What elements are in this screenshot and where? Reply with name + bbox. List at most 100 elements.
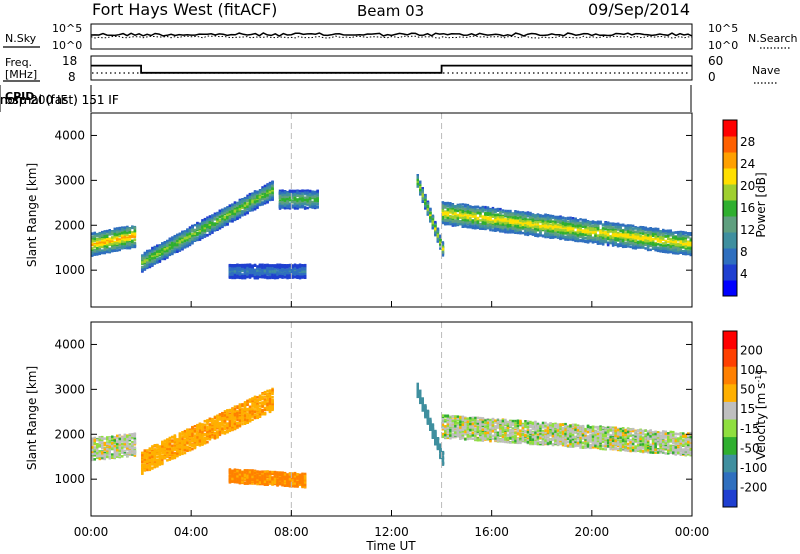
heatmap-cell xyxy=(198,222,202,225)
heatmap-cell xyxy=(161,242,164,245)
heatmap-cell xyxy=(233,214,237,217)
heatmap-cell xyxy=(251,266,254,269)
heatmap-cell xyxy=(251,205,254,208)
noise-right-tick-top: 10^5 xyxy=(708,22,738,35)
heatmap-cell xyxy=(303,267,307,270)
heatmap-cell xyxy=(93,231,96,235)
heatmap-cell xyxy=(248,267,252,271)
heatmap-cell xyxy=(581,235,585,238)
heatmap-cell xyxy=(151,253,154,256)
heatmap-cell xyxy=(288,195,292,198)
heatmap-cell xyxy=(236,202,239,206)
heatmap-cell xyxy=(231,218,234,221)
heatmap-cell xyxy=(208,219,212,222)
heatmap-cell xyxy=(511,219,515,222)
heatmap-cell xyxy=(301,202,304,206)
heatmap-cell xyxy=(201,231,204,235)
heatmap-cell xyxy=(526,228,530,231)
heatmap-cell xyxy=(256,191,259,194)
heatmap-cell xyxy=(549,228,552,231)
heatmap-cell xyxy=(544,218,547,221)
heatmap-cell xyxy=(226,220,229,223)
heatmap-cell xyxy=(151,260,154,263)
heatmap-cell xyxy=(248,271,252,274)
heatmap-cell xyxy=(171,250,174,253)
heatmap-cell xyxy=(223,212,227,216)
heatmap-cell xyxy=(574,232,577,235)
heatmap-cell xyxy=(113,235,116,238)
heatmap-cell xyxy=(514,212,517,215)
heatmap-cell xyxy=(231,212,234,215)
heatmap-cell xyxy=(579,224,582,227)
heatmap-cell xyxy=(464,218,467,222)
heatmap-cell xyxy=(266,193,269,197)
heatmap-cell xyxy=(451,209,455,213)
heatmap-cell xyxy=(116,249,119,252)
heatmap-cell xyxy=(228,216,232,219)
heatmap-cell xyxy=(514,215,517,219)
heatmap-cell xyxy=(301,276,304,279)
heatmap-cell xyxy=(571,232,575,235)
heatmap-cell xyxy=(236,264,239,267)
heatmap-cell xyxy=(128,235,132,238)
heatmap-cell xyxy=(251,264,254,268)
heatmap-cell xyxy=(456,222,460,226)
heatmap-cell xyxy=(298,190,302,193)
heatmap-cell xyxy=(123,242,127,246)
heatmap-cell xyxy=(238,201,242,204)
heatmap-cell xyxy=(93,253,96,256)
heatmap-cell xyxy=(589,239,592,243)
heatmap-cell xyxy=(449,218,452,221)
heatmap-cell xyxy=(436,230,440,233)
heatmap-cell xyxy=(273,265,277,268)
heatmap-cell xyxy=(113,230,116,233)
heatmap-cell xyxy=(546,225,550,229)
heatmap-cell xyxy=(246,206,249,210)
heatmap-cell xyxy=(176,243,179,246)
heatmap-cell xyxy=(243,264,247,268)
heatmap-cell xyxy=(298,205,302,209)
heatmap-cell xyxy=(153,255,157,258)
heatmap-cell xyxy=(148,264,152,267)
heatmap-cell xyxy=(241,273,244,276)
heatmap-cell xyxy=(276,273,279,276)
heatmap-cell xyxy=(98,245,101,249)
heatmap-cell xyxy=(301,273,304,276)
heatmap-cell xyxy=(546,216,550,220)
heatmap-cell xyxy=(484,224,487,228)
heatmap-cell xyxy=(554,221,557,224)
heatmap-cell xyxy=(123,228,127,231)
heatmap-cell xyxy=(253,268,257,272)
heatmap-cell xyxy=(303,198,307,201)
heatmap-cell xyxy=(228,265,232,268)
heatmap-cell xyxy=(191,232,194,236)
heatmap-cell xyxy=(243,204,247,207)
heatmap-cell xyxy=(516,214,520,217)
heatmap-cell xyxy=(278,202,282,206)
heatmap-cell xyxy=(516,220,520,223)
heatmap-cell xyxy=(306,201,309,204)
heatmap-cell xyxy=(233,208,237,211)
heatmap-cell xyxy=(161,257,164,261)
heatmap-cell xyxy=(166,244,169,247)
heatmap-cell xyxy=(126,231,129,234)
heatmap-cell xyxy=(248,202,252,206)
heatmap-cell xyxy=(241,276,244,279)
heatmap-cell xyxy=(524,230,527,233)
heatmap-cell xyxy=(581,222,585,225)
heatmap-cell xyxy=(591,236,595,239)
heatmap-cell xyxy=(246,269,249,273)
heatmap-cell xyxy=(283,207,287,210)
heatmap-cell xyxy=(466,225,470,228)
heatmap-cell xyxy=(491,221,495,225)
heatmap-cell xyxy=(201,221,204,224)
heatmap-cell xyxy=(589,221,592,224)
heatmap-cell xyxy=(213,216,217,220)
heatmap-cell xyxy=(203,224,207,228)
heatmap-cell xyxy=(236,207,239,210)
heatmap-cell xyxy=(193,238,197,241)
heatmap-cell xyxy=(561,231,565,235)
heatmap-cell xyxy=(419,186,422,189)
heatmap-cell xyxy=(181,240,184,244)
heatmap-cell xyxy=(258,189,262,192)
